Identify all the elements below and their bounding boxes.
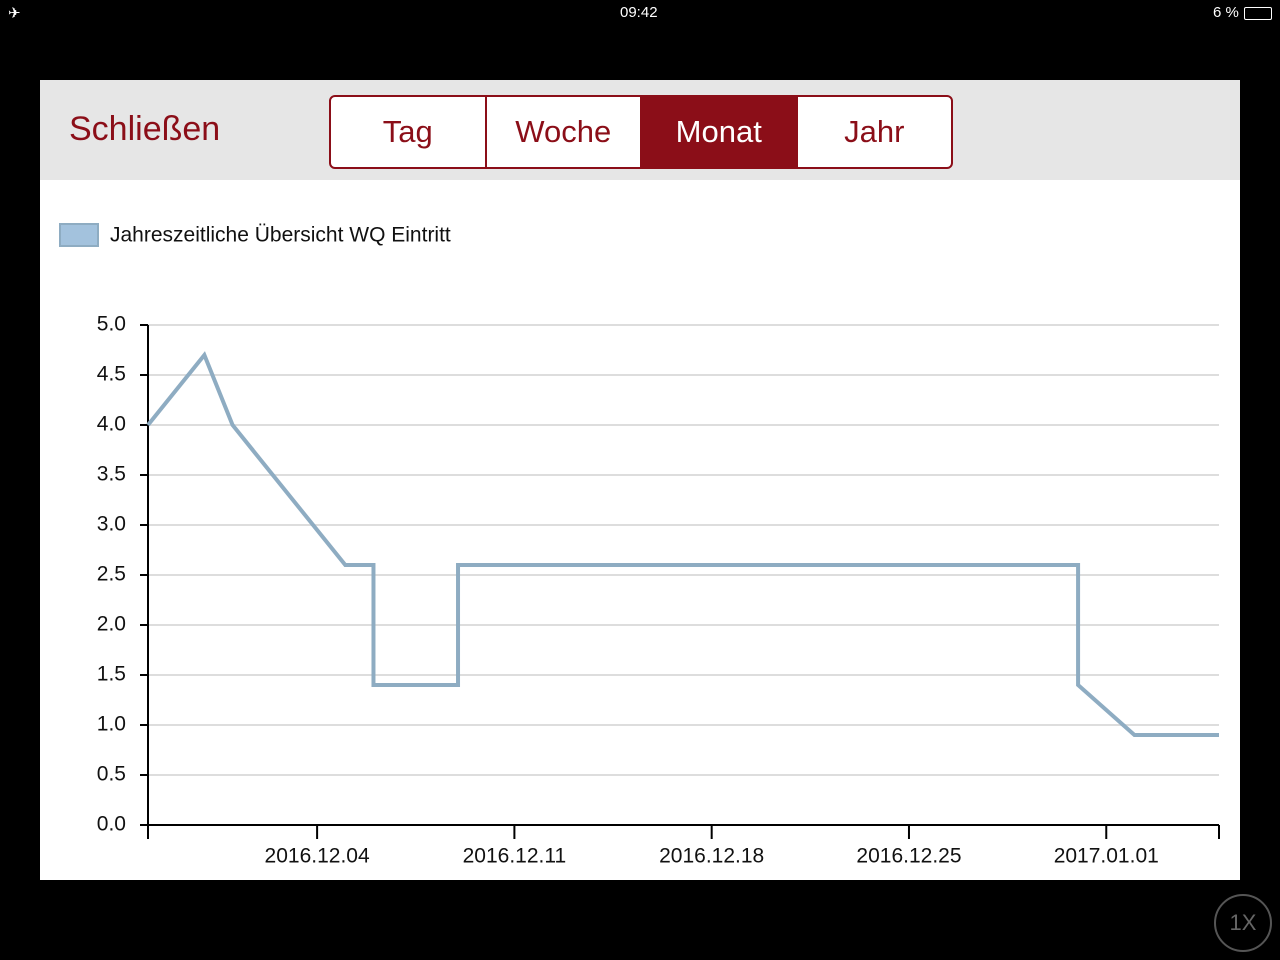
panel: Schließen Tag Woche Monat Jahr 0.0 0.5 1.0 1.5… (40, 80, 1240, 880)
tab[interactable]: Jahr (795, 97, 952, 167)
y-tick-label: 2.0 (97, 613, 126, 636)
x-tick-label: 2016.12.18 (659, 845, 764, 868)
x-tick-label: 2016.12.04 (265, 845, 370, 868)
y-tick-label: 4.0 (97, 413, 126, 436)
y-tick-label: 1.5 (97, 663, 126, 686)
close-button[interactable]: Schließen (69, 110, 221, 148)
battery-icon (1244, 7, 1272, 20)
y-tick-label: 5.0 (97, 313, 126, 336)
x-tick-label: 2017.01.01 (1054, 845, 1159, 868)
x-tick-label: 2016.12.25 (856, 845, 961, 868)
status-battery: 6 % (1213, 4, 1239, 21)
legend-swatch (59, 223, 99, 247)
status-icons: ✈ ︎ (8, 5, 25, 22)
tab[interactable]: Monat (640, 97, 796, 167)
y-tick-label: 0.5 (97, 763, 126, 786)
y-tick-label: 0.0 (97, 813, 126, 836)
y-tick-label: 3.0 (97, 513, 126, 536)
status-time: 09:42 (620, 4, 658, 21)
tab[interactable]: Woche (484, 97, 641, 167)
chart: 0.0 0.5 1.0 1.5 2.0 2.5 3.0 3.5 4.0 4.5 5.0 2016.12… (59, 223, 1220, 868)
tab-bar: Tag Woche Monat Jahr (329, 95, 953, 169)
tab[interactable]: Tag (382, 114, 433, 149)
legend-label: Jahreszeitliche Übersicht WQ Eintritt (110, 224, 451, 247)
y-tick-label: 3.5 (97, 463, 126, 486)
y-tick-label: 4.5 (97, 363, 126, 386)
y-tick-label: 1.0 (97, 713, 126, 736)
header: Schließen Tag Woche Monat Jahr (40, 80, 1240, 180)
y-tick-label: 2.5 (97, 563, 126, 586)
data-line (146, 351, 1219, 737)
x-tick-label: 2016.12.11 (463, 845, 567, 868)
speed-badge[interactable]: 1X (1214, 894, 1272, 952)
